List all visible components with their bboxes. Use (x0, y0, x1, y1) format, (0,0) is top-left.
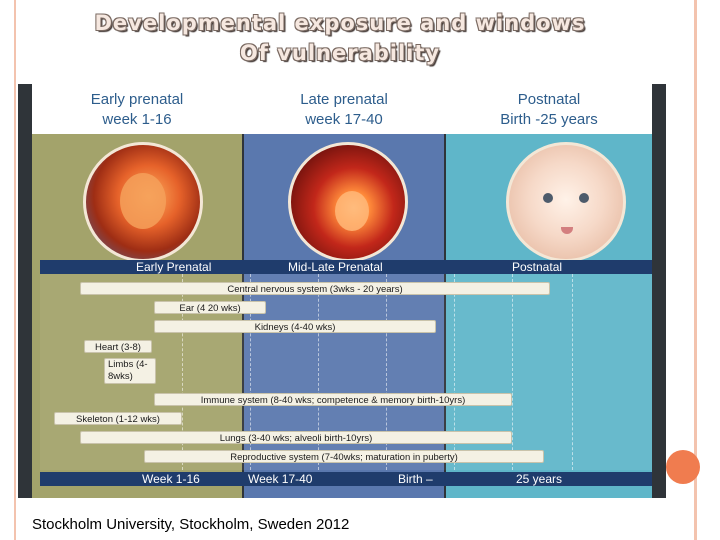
baby-eye-left (543, 193, 553, 203)
bar-immune-system: Immune system (8-40 wks; competence & me… (154, 393, 512, 406)
column-headers: Early prenatal week 1-16 Late prenatal w… (32, 84, 652, 134)
bar-lungs: Lungs (3-40 wks; alveoli birth-10yrs) (80, 431, 512, 444)
baby-mouth (561, 227, 573, 234)
title-line-2: Of vulnerability (239, 41, 441, 65)
header-postnatal-line1: Postnatal (517, 91, 581, 108)
title-line-1: Developmental exposure and windows (94, 11, 586, 35)
grid-line (572, 274, 573, 470)
header-early-line2: week 1-16 (102, 111, 172, 128)
header-late-line2: week 17-40 (305, 111, 383, 128)
bar-heart: Heart (3-8) (84, 340, 152, 353)
timeline-week-1-16: Week 1-16 (142, 472, 200, 486)
timeline-band: Week 1-16 Week 17-40 Birth – 25 years (40, 472, 652, 486)
slide-right-border (694, 0, 697, 540)
stage-postnatal: Postnatal (512, 260, 563, 274)
slide-left-border (0, 0, 16, 540)
bar-central-nervous-system: Central nervous system (3wks - 20 years) (80, 282, 550, 295)
bar-ear: Ear (4 20 wks) (154, 301, 266, 314)
bar-skeleton: Skeleton (1-12 wks) (54, 412, 182, 425)
baby-image (506, 142, 626, 262)
grid-line (182, 274, 183, 470)
grid-line (512, 274, 513, 470)
source-caption: Stockholm University, Stockholm, Sweden … (32, 516, 350, 533)
slide-title: Developmental exposure and windows Of vu… (40, 8, 640, 68)
fetus-image (288, 142, 408, 262)
embryo-shape (120, 173, 166, 229)
embryo-image (83, 142, 203, 262)
header-early-line1: Early prenatal (90, 91, 184, 108)
timeline-week-17-40: Week 17-40 (248, 472, 313, 486)
header-late-line1: Late prenatal (300, 91, 388, 108)
stage-early: Early Prenatal (136, 260, 212, 274)
header-postnatal-line2: Birth -25 years (500, 111, 598, 128)
grid-line (318, 274, 319, 470)
grid-line (250, 274, 251, 470)
header-postnatal: Postnatal Birth -25 years (446, 90, 652, 130)
stage-mid-late: Mid-Late Prenatal (288, 260, 383, 274)
grid-line (386, 274, 387, 470)
accent-dot (666, 450, 700, 484)
baby-eye-right (579, 193, 589, 203)
fetus-shape (335, 191, 369, 231)
header-late-prenatal: Late prenatal week 17-40 (244, 90, 444, 130)
timeline-25-years: 25 years (516, 472, 563, 486)
grid-line (454, 274, 455, 470)
bar-reproductive-system: Reproductive system (7-40wks; maturation… (144, 450, 544, 463)
timeline-birth: Birth – (398, 472, 433, 486)
bar-kidneys: Kidneys (4-40 wks) (154, 320, 436, 333)
header-early-prenatal: Early prenatal week 1-16 (32, 90, 242, 130)
vulnerability-diagram: Early prenatal week 1-16 Late prenatal w… (18, 84, 666, 498)
stage-band: Early Prenatal Mid-Late Prenatal Postnat… (40, 260, 652, 274)
bar-limbs: Limbs (4-8wks) (104, 358, 156, 384)
